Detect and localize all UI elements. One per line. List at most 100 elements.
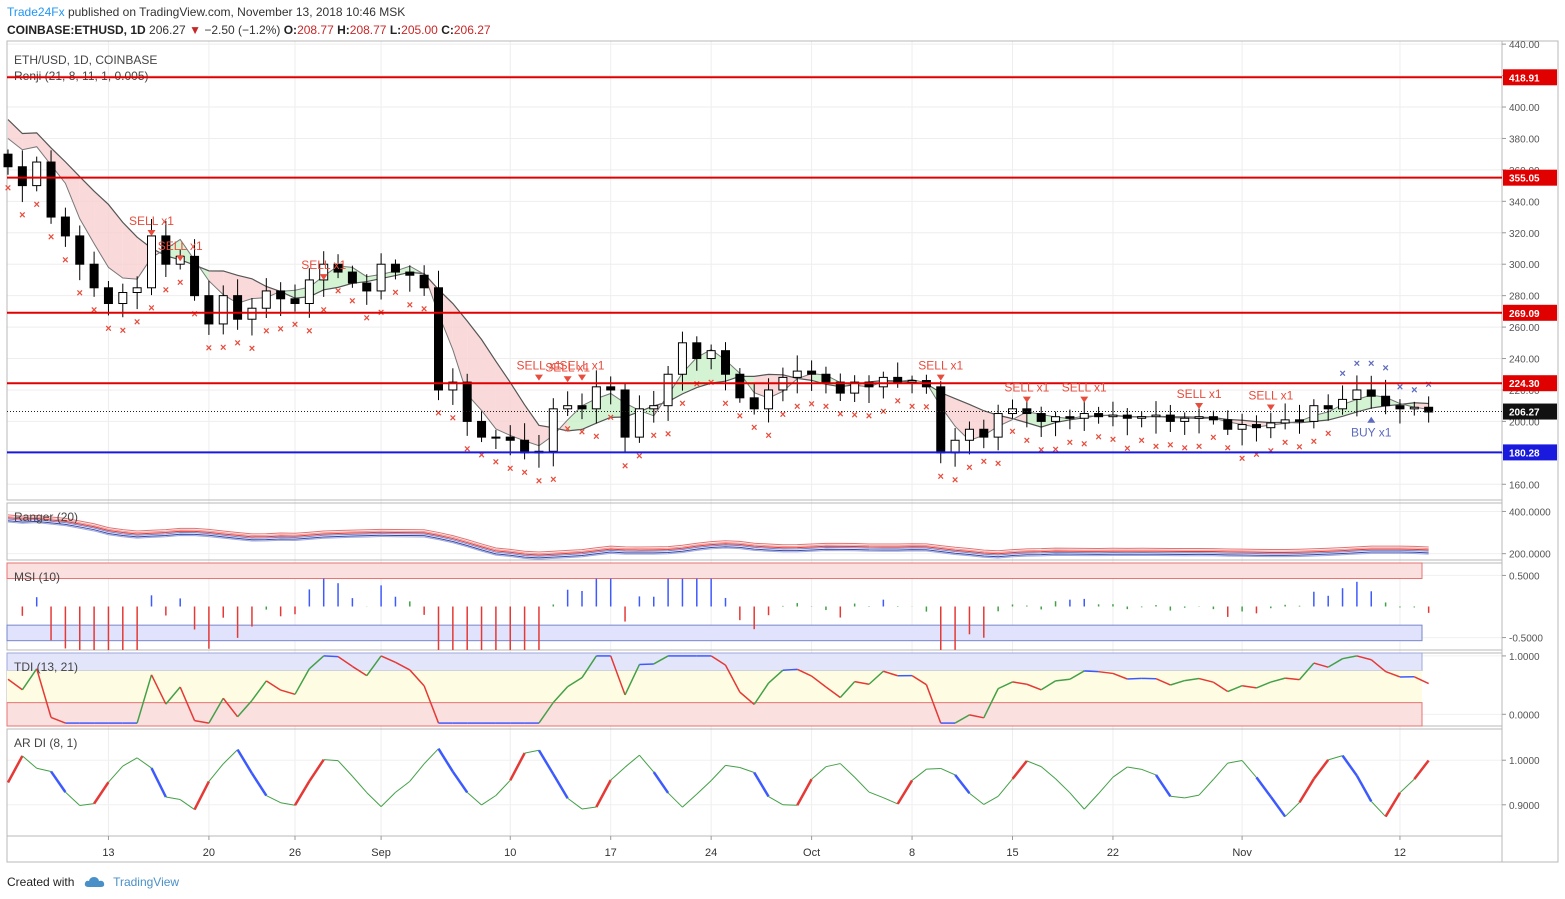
buy-arrow-icon (1367, 416, 1376, 423)
candle-body (347, 271, 357, 284)
msi-upper-zone (6, 562, 1423, 580)
cloud-segment (51, 147, 66, 184)
x-tick-label: Oct (803, 847, 820, 859)
price-level-label: 180.28 (1509, 448, 1540, 459)
y-tick-label: 0.9000 (1509, 801, 1540, 812)
signal-cross: × (263, 326, 269, 338)
tdi-mid-zone (7, 670, 1422, 703)
signal-cross: × (1095, 431, 1101, 443)
candle-body (376, 263, 386, 292)
candle-body (1295, 419, 1304, 422)
ardi-line-segment (1413, 759, 1430, 780)
ardi-line-segment (1184, 794, 1200, 799)
cloud-segment (495, 361, 511, 436)
ardi-line-segment (926, 767, 941, 770)
tdi-line-segment (1241, 684, 1257, 689)
cloud-segment (65, 161, 80, 219)
signal-cross: × (220, 342, 226, 354)
tdi-line-segment (251, 680, 267, 701)
price-change: −2.50 (−1.2%) (204, 23, 281, 37)
candle-body (1323, 405, 1333, 410)
tdi-line-segment (581, 655, 597, 679)
ardi-line-segment (193, 780, 211, 811)
ardi-line-segment (1127, 766, 1142, 770)
tdi-line-segment (1112, 672, 1128, 680)
tdi-line-segment (839, 681, 856, 699)
ardi-line-segment (79, 803, 95, 806)
candle-body (1094, 413, 1104, 418)
sell-signal-label: SELL x1 (918, 359, 963, 373)
tdi-line-segment (1313, 662, 1329, 668)
signal-cross: × (579, 427, 585, 439)
fast-line (7, 138, 1429, 447)
low-value: 205.00 (401, 23, 438, 37)
tradingview-link[interactable]: TradingView (113, 875, 180, 889)
candlestick-series (3, 119, 1434, 468)
signal-cross: × (636, 450, 642, 462)
candle-body (907, 380, 917, 383)
cloud-segment (682, 357, 697, 394)
signal-cross: × (665, 428, 671, 440)
ardi-line-segment (1312, 759, 1330, 780)
tdi-line-segment (165, 686, 181, 705)
candle-body (835, 381, 845, 394)
sell-arrow-icon (1266, 404, 1275, 411)
candle-body (563, 405, 573, 410)
ardi-line-segment (395, 780, 411, 793)
x-tick-label: 22 (1107, 847, 1119, 859)
signal-cross: × (1296, 441, 1302, 453)
price-level-badge (1503, 169, 1557, 186)
symbol-name: COINBASE:ETHUSD, 1D (7, 23, 146, 37)
candle-body (1079, 413, 1089, 419)
ardi-line-segment (1255, 776, 1272, 798)
candle-body (1208, 416, 1218, 421)
time-axis-frame (6, 835, 1503, 863)
published-text: published on TradingView.com, November 1… (67, 5, 406, 19)
tdi-line-segment (323, 655, 339, 658)
candle-body (850, 381, 860, 394)
candle-body (1065, 416, 1075, 419)
candle-body (663, 373, 673, 407)
signal-cross: × (335, 286, 341, 298)
signal-cross: × (1382, 362, 1388, 374)
ranger-band (7, 517, 1429, 556)
tdi-line-segment (1285, 677, 1300, 681)
current-price-label: 206.27 (1509, 408, 1540, 419)
signal-cross: × (234, 337, 240, 349)
candle-body (362, 282, 372, 292)
ardi-line-segment (1269, 796, 1287, 818)
tdi-line-segment (395, 661, 411, 671)
candle-body (1309, 405, 1319, 422)
tdi-line-segment (179, 686, 196, 721)
cloud-segment (22, 132, 37, 150)
sell-arrow-icon (1195, 402, 1204, 409)
sell-signal-label: SELL x1 (301, 258, 346, 272)
tdi-line-segment (639, 663, 654, 666)
candle-body (405, 271, 415, 276)
tdi-line-segment (1084, 670, 1099, 673)
candle-body (1366, 389, 1376, 397)
candle-body (89, 263, 99, 289)
ardi-line-segment (825, 763, 841, 768)
ardi-line-segment (208, 763, 224, 782)
signal-cross: × (966, 462, 972, 474)
tdi-line-segment (265, 680, 282, 691)
tdi-line-segment (1098, 670, 1114, 675)
signal-cross: × (349, 295, 355, 307)
ardi-line-segment (883, 797, 898, 805)
ardi-line-segment (122, 757, 138, 767)
ardi-line-segment (366, 792, 382, 807)
publisher-link[interactable]: Trade24Fx (7, 5, 65, 19)
cloud-segment (79, 176, 95, 244)
candle-body (190, 255, 200, 297)
price-level-label: 224.30 (1509, 379, 1540, 390)
tradingview-logo-icon (84, 877, 104, 887)
cloud-segment (696, 349, 712, 388)
candle-body (1424, 406, 1434, 413)
ardi-line-segment (509, 752, 526, 781)
ardi-line-segment (954, 774, 971, 795)
candle-body (993, 413, 1003, 438)
signal-cross: × (1339, 368, 1345, 380)
sell-arrow-icon (1080, 396, 1089, 403)
